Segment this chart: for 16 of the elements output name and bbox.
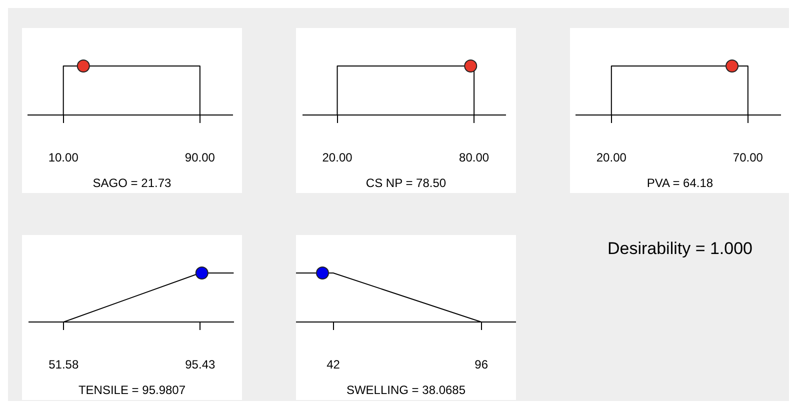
x-tick-label: 42	[326, 358, 340, 372]
x-tick-label: 80.00	[459, 150, 490, 165]
x-tick-label: 70.00	[732, 150, 764, 165]
x-tick-label: 90.00	[184, 150, 216, 165]
x-axis-title: SWELLING = 38.0685	[345, 383, 467, 397]
text: Desirability = 1.000	[606, 238, 754, 260]
x-tick-label: 51.58	[48, 358, 79, 372]
x-axis-title: CS NP = 78.50	[364, 176, 448, 190]
x-tick-label: 20.00	[596, 150, 627, 165]
x-axis-title: PVA = 64.18	[646, 176, 714, 190]
x-axis-title: TENSILE = 95.9807	[77, 383, 187, 397]
x-tick-label: 10.00	[48, 150, 79, 165]
x-tick-label: 20.00	[322, 150, 353, 165]
x-axis-title: SAGO = 21.73	[92, 176, 172, 190]
x-tick-label: 96	[474, 358, 488, 372]
x-tick-label: 95.43	[185, 358, 216, 372]
